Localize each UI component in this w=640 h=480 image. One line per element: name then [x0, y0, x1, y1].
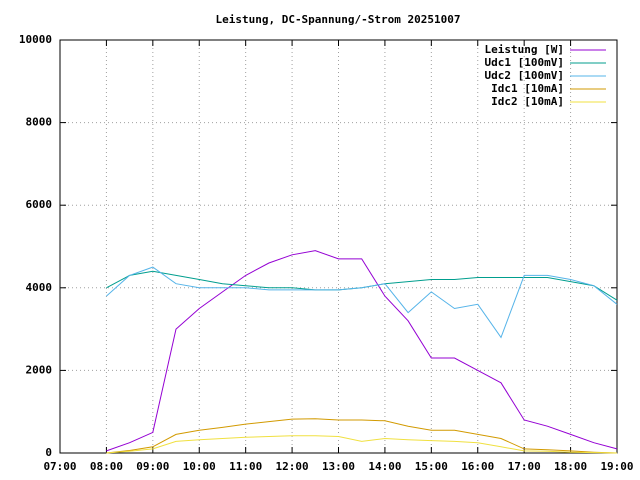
x-tick-label: 13:00	[322, 460, 355, 473]
x-tick-label: 07:00	[43, 460, 76, 473]
x-tick-label: 14:00	[368, 460, 401, 473]
x-tick-label: 16:00	[461, 460, 494, 473]
chart-title: Leistung, DC-Spannung/-Strom 20251007	[215, 13, 460, 26]
y-tick-label: 8000	[26, 116, 53, 129]
y-tick-label: 10000	[19, 33, 52, 46]
series-line	[106, 266, 618, 339]
series-line	[106, 435, 618, 454]
y-tick-label: 2000	[26, 363, 53, 376]
x-tick-label: 12:00	[276, 460, 309, 473]
x-tick-label: 08:00	[90, 460, 123, 473]
series-line	[106, 418, 618, 454]
x-tick-label: 18:00	[554, 460, 587, 473]
x-tick-label: 19:00	[600, 460, 633, 473]
y-tick-label: 6000	[26, 198, 53, 211]
series-line	[106, 250, 618, 452]
x-tick-label: 11:00	[229, 460, 262, 473]
legend-label: Udc1 [100mV]	[485, 56, 564, 69]
y-tick-label: 4000	[26, 281, 53, 294]
x-tick-label: 09:00	[136, 460, 169, 473]
x-tick-label: 17:00	[508, 460, 541, 473]
legend-label: Udc2 [100mV]	[485, 69, 564, 82]
legend-label: Leistung [W]	[485, 43, 564, 56]
legend-label: Idc1 [10mA]	[491, 82, 564, 95]
x-tick-label: 15:00	[415, 460, 448, 473]
y-tick-label: 0	[45, 446, 52, 459]
legend-label: Idc2 [10mA]	[491, 95, 564, 108]
x-tick-label: 10:00	[183, 460, 216, 473]
